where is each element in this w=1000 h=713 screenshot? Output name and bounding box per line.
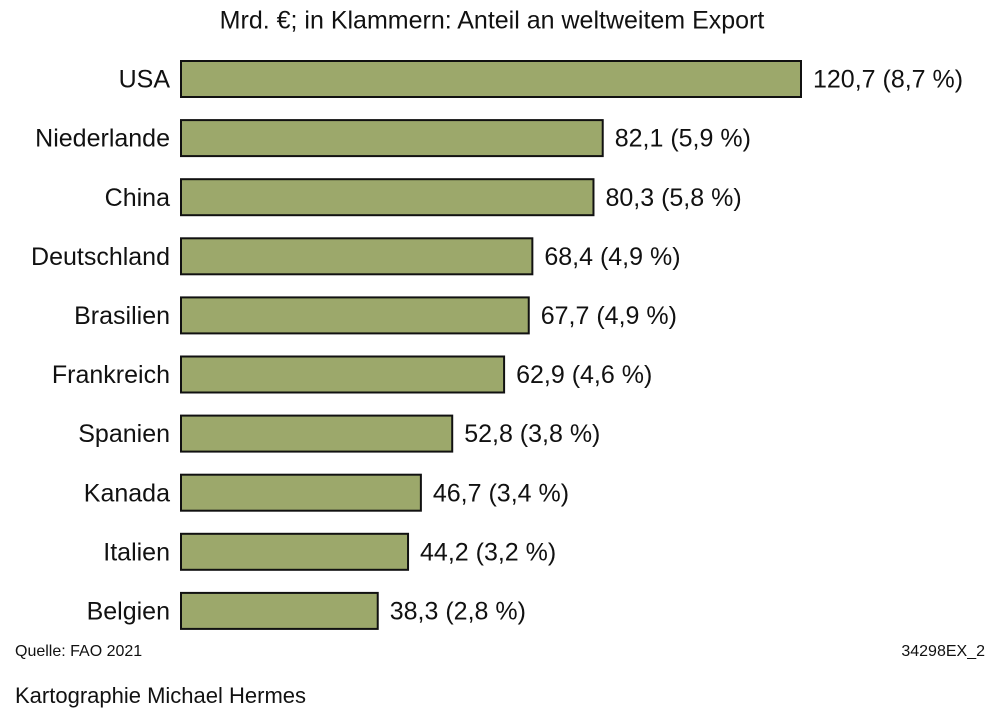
source: Quelle: FAO 2021 [15, 643, 142, 660]
y-tick-label: Niederlande [35, 125, 170, 153]
value-label: 62,9 (4,6 %) [516, 361, 652, 389]
value-label: 52,8 (3,8 %) [464, 420, 600, 448]
bar [180, 355, 506, 394]
value-label: 67,7 (4,9 %) [541, 302, 677, 330]
y-tick-label: Belgien [87, 598, 170, 626]
value-label: 120,7 (8,7 %) [813, 66, 963, 94]
bar [180, 296, 530, 335]
value-label: 82,1 (5,9 %) [615, 125, 751, 153]
y-tick-label: Brasilien [74, 302, 170, 330]
bar [180, 237, 534, 276]
credit: Kartographie Michael Hermes [15, 683, 306, 708]
value-label: 46,7 (3,4 %) [433, 479, 569, 507]
bar [180, 473, 422, 512]
y-tick-label: Kanada [84, 479, 170, 507]
y-tick-label: Frankreich [52, 361, 170, 389]
bar [180, 60, 802, 98]
y-tick-label: China [105, 184, 170, 212]
bar [180, 414, 454, 453]
chart-title: Mrd. €; in Klammern: Anteil an weltweite… [220, 7, 765, 35]
code: 34298EX_2 [901, 643, 985, 660]
y-tick-label: Italien [103, 538, 170, 566]
value-label: 38,3 (2,8 %) [390, 598, 526, 626]
bar [180, 178, 595, 217]
y-tick-label: Spanien [78, 420, 170, 448]
value-label: 80,3 (5,8 %) [605, 184, 741, 212]
bar [180, 591, 379, 630]
y-tick-label: Deutschland [31, 243, 170, 271]
value-label: 68,4 (4,9 %) [544, 243, 680, 271]
bar [180, 119, 604, 158]
bar [180, 532, 410, 571]
y-tick-label: USA [119, 66, 171, 94]
value-label: 44,2 (3,2 %) [420, 538, 556, 566]
